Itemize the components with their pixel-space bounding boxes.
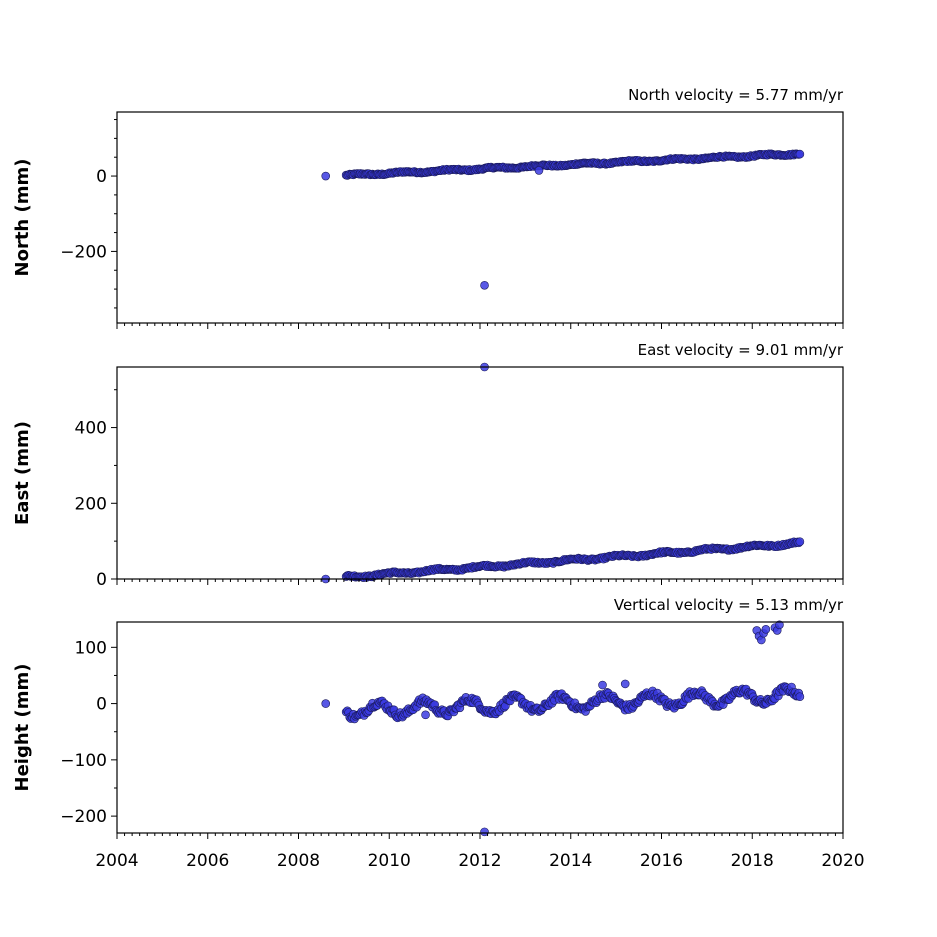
panel-title: North velocity = 5.77 mm/yr xyxy=(628,86,844,104)
x-tick-label: 2010 xyxy=(368,851,411,871)
x-tick-label: 2020 xyxy=(821,851,864,871)
plot-frame xyxy=(116,111,844,324)
x-tick-label: 2008 xyxy=(277,851,320,871)
data-point xyxy=(598,680,607,690)
panel-1: −200 0 North velocity = 5.77 mm/yr North (m… xyxy=(12,86,844,329)
x-tick-label: 2016 xyxy=(640,851,683,871)
y-axis-label: East (mm) xyxy=(12,421,33,525)
data-points xyxy=(321,149,805,290)
panel-title: East velocity = 9.01 mm/yr xyxy=(638,341,844,359)
y-tick-label: 100 xyxy=(75,638,107,658)
panel-3: −200 −100 0 100 2004 2006 2008 2010 2012 2014 2016… xyxy=(12,596,865,871)
x-tick-label: 2014 xyxy=(549,851,592,871)
x-tick-label: 2012 xyxy=(458,851,501,871)
y-axis-label: North (mm) xyxy=(12,159,33,277)
data-point xyxy=(421,710,430,720)
data-point xyxy=(534,166,544,175)
data-point xyxy=(795,692,805,702)
x-tick-label: 2006 xyxy=(186,851,229,871)
data-point xyxy=(480,281,489,290)
y-tick-label: 200 xyxy=(75,494,107,514)
data-point xyxy=(480,827,489,837)
y-axis-label: Height (mm) xyxy=(12,664,33,792)
y-tick-label: 0 xyxy=(96,695,107,715)
plot-frame xyxy=(116,621,844,834)
data-points xyxy=(321,620,805,837)
panel-title: Vertical velocity = 5.13 mm/yr xyxy=(614,596,844,614)
data-point xyxy=(795,537,805,547)
data-points xyxy=(321,362,805,584)
y-tick-label: 0 xyxy=(96,570,107,590)
data-point xyxy=(795,149,805,159)
data-point xyxy=(761,625,771,634)
data-point xyxy=(620,679,630,689)
x-tick-label: 2018 xyxy=(731,851,774,871)
y-tick-label: −200 xyxy=(60,807,107,827)
y-tick-label: −200 xyxy=(60,242,107,262)
data-point xyxy=(321,699,331,708)
y-tick-label: 0 xyxy=(96,167,107,187)
y-tick-label: −100 xyxy=(60,751,107,771)
data-point xyxy=(775,620,784,630)
data-point xyxy=(321,171,331,181)
x-tick-label: 2004 xyxy=(95,851,138,871)
panel-2: 0 200 400 East velocity = 9.01 mm/yr East (m… xyxy=(12,341,844,590)
y-tick-label: 400 xyxy=(75,419,107,439)
chart-panels: −200 0 North velocity = 5.77 mm/yr North (m… xyxy=(12,86,865,871)
